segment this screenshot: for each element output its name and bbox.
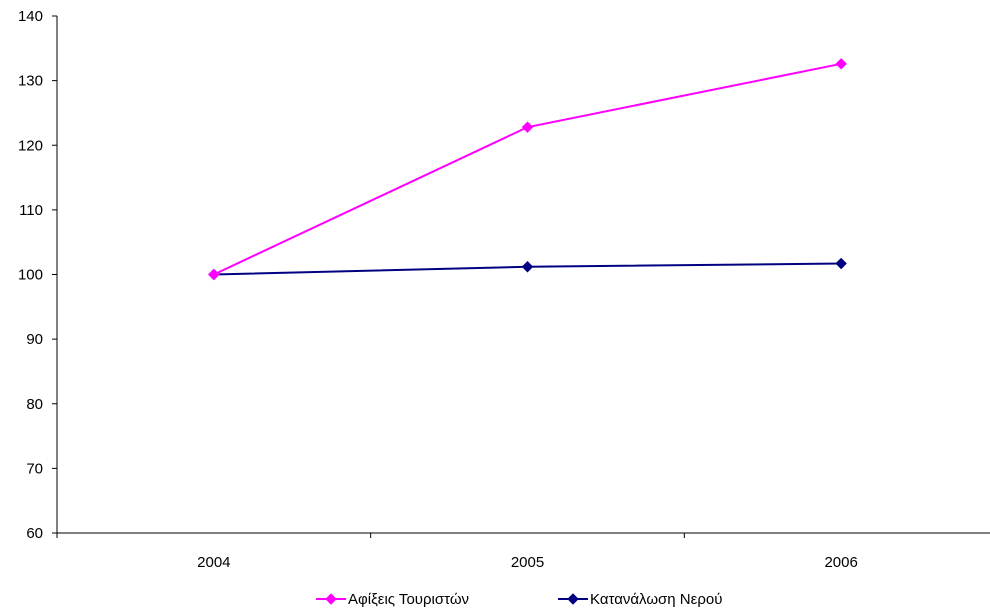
x-tick-label: 2006 <box>824 554 857 571</box>
x-tick-label: 2005 <box>511 554 544 571</box>
legend-label: Αφίξεις Τουριστών <box>348 591 469 608</box>
data-point-marker <box>835 257 847 270</box>
data-point-marker <box>835 58 847 70</box>
series-1 <box>208 58 847 281</box>
legend: Αφίξεις Τουριστών Κατανάλωση Νερού <box>316 591 722 608</box>
legend-marker <box>325 593 337 605</box>
x-tick-label: 2004 <box>197 554 230 571</box>
series-2 <box>208 257 847 281</box>
y-tick-label: 60 <box>26 525 43 542</box>
y-tick-label: 70 <box>26 460 43 477</box>
data-point-marker <box>208 268 220 281</box>
series-layer <box>208 58 847 281</box>
y-tick-label: 130 <box>18 73 43 90</box>
legend-item-2: Κατανάλωση Νερού <box>558 591 722 608</box>
data-point-marker <box>521 121 534 133</box>
y-tick-label: 110 <box>19 202 43 219</box>
legend-marker <box>567 593 579 605</box>
axes: 60 70 80 90 100 110 120 130 140 2004 2005 2006 <box>18 8 990 571</box>
y-tick-label: 100 <box>18 267 43 284</box>
y-tick-label: 80 <box>26 396 43 413</box>
y-tick-label: 140 <box>18 8 43 25</box>
y-tick-label: 120 <box>18 137 43 154</box>
series-line <box>213 62 842 276</box>
y-tick-label: 90 <box>26 331 43 348</box>
legend-item-1: Αφίξεις Τουριστών <box>316 591 469 608</box>
data-point-marker <box>521 261 534 273</box>
legend-label: Κατανάλωση Νερού <box>590 591 722 608</box>
